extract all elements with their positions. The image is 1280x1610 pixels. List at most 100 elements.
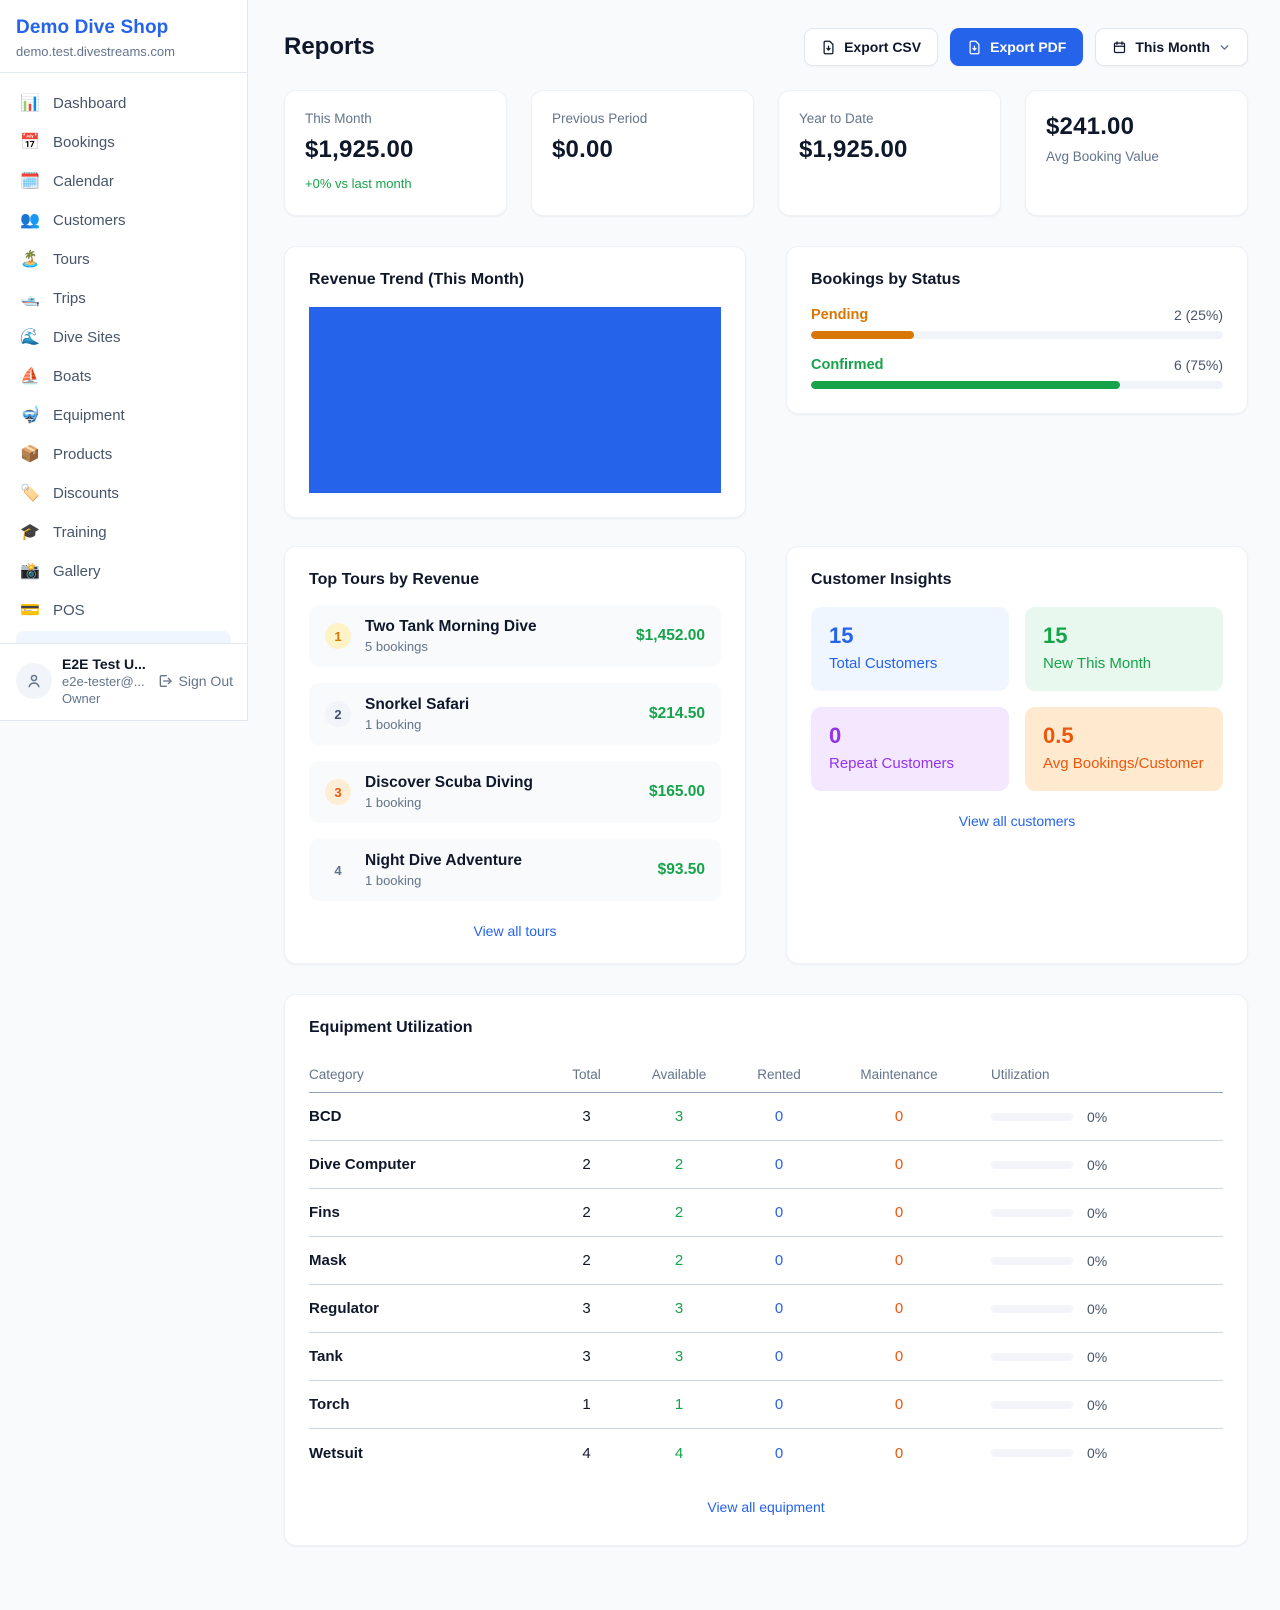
revenue-trend-title: Revenue Trend (This Month): [309, 271, 525, 288]
tour-row[interactable]: 3 Discover Scuba Diving 1 booking $165.0…: [309, 761, 721, 823]
insight-value: 15: [829, 623, 854, 648]
equipment-total: 4: [582, 1444, 591, 1462]
tour-revenue: $93.50: [657, 861, 705, 878]
table-row: Dive Computer 2 2 0 0 0%: [309, 1141, 1223, 1189]
sidebar-item-trips[interactable]: 🛥️ Trips: [8, 280, 239, 317]
sidebar-item-dashboard[interactable]: 📊 Dashboard: [8, 85, 239, 122]
revenue-trend-card: Revenue Trend (This Month): [284, 246, 746, 518]
tag-icon: 🏷️: [20, 484, 40, 502]
tour-row[interactable]: 4 Night Dive Adventure 1 booking $93.50: [309, 839, 721, 901]
sidebar-item-discounts[interactable]: 🏷️ Discounts: [8, 475, 239, 512]
sidebar-item-customers[interactable]: 👥 Customers: [8, 202, 239, 239]
equipment-rented: 0: [774, 1204, 784, 1221]
tour-revenue: $214.50: [648, 705, 705, 722]
user-role: Owner: [62, 691, 101, 706]
insight-tile-avg-bookings: 0.5 Avg Bookings/Customer: [1025, 707, 1223, 791]
equipment-maintenance: 0: [894, 1252, 904, 1269]
view-all-tours-link[interactable]: View all tours: [473, 923, 557, 939]
equipment-total: 2: [582, 1204, 591, 1221]
export-pdf-button[interactable]: Export PDF: [950, 28, 1084, 66]
sidebar-item-dive-sites[interactable]: 🌊 Dive Sites: [8, 319, 239, 356]
rank-badge: 4: [334, 862, 342, 878]
sidebar-item-label: Equipment: [53, 407, 125, 424]
equipment-utilization-card: Equipment Utilization Category Total Ava…: [284, 994, 1248, 1546]
table-row: Torch 1 1 0 0 0%: [309, 1381, 1223, 1429]
equipment-category: Mask: [309, 1252, 347, 1269]
tour-bookings: 1 booking: [365, 717, 422, 732]
top-tours-title: Top Tours by Revenue: [309, 571, 480, 588]
shop-name: Demo Dive Shop: [16, 17, 169, 38]
equipment-available: 2: [674, 1156, 684, 1173]
equipment-category: Fins: [309, 1204, 340, 1221]
sidebar-item-gallery[interactable]: 📸 Gallery: [8, 553, 239, 590]
tour-row[interactable]: 1 Two Tank Morning Dive 5 bookings $1,45…: [309, 605, 721, 667]
utilization-percent: 0%: [1087, 1156, 1108, 1173]
insight-label: New This Month: [1043, 655, 1152, 672]
status-count: 2 (25%): [1173, 307, 1223, 323]
utilization-bar: [991, 1256, 1073, 1265]
island-icon: 🏝️: [20, 250, 40, 268]
stat-card-year-to-date: Year to Date $1,925.00: [778, 90, 1001, 216]
stat-value: $1,925.00: [305, 136, 414, 163]
sign-out-button[interactable]: Sign Out: [157, 673, 233, 689]
sidebar-item-equipment[interactable]: 🤿 Equipment: [8, 397, 239, 434]
stat-card-this-month: This Month $1,925.00 +0% vs last month: [284, 90, 507, 216]
export-csv-button[interactable]: Export CSV: [804, 28, 939, 66]
equipment-rented: 0: [774, 1348, 784, 1365]
utilization-percent: 0%: [1087, 1204, 1108, 1221]
rank-badge: 3: [325, 779, 351, 805]
sidebar-item-bookings[interactable]: 📅 Bookings: [8, 124, 239, 161]
sidebar-item-label: Discounts: [53, 485, 119, 502]
table-row: Regulator 3 3 0 0 0%: [309, 1285, 1223, 1333]
column-header: Utilization: [991, 1067, 1050, 1082]
insight-label: Repeat Customers: [829, 755, 955, 772]
equipment-available: 4: [674, 1444, 684, 1462]
equipment-total: 2: [582, 1252, 591, 1269]
view-all-equipment-link[interactable]: View all equipment: [707, 1499, 825, 1515]
tour-revenue: $1,452.00: [636, 627, 705, 644]
file-download-icon: [823, 40, 834, 54]
view-all-customers-link[interactable]: View all customers: [958, 813, 1076, 829]
sidebar-item-label: Boats: [53, 368, 92, 385]
utilization-percent: 0%: [1087, 1396, 1108, 1413]
period-dropdown[interactable]: This Month: [1095, 28, 1248, 66]
insight-tile-total-customers: 15 Total Customers: [811, 607, 1009, 691]
column-header: Maintenance: [860, 1067, 938, 1082]
bookings-by-status-card: Bookings by Status Pending 2 (25%) Confi…: [786, 246, 1248, 414]
chevron-down-icon: [1220, 44, 1229, 50]
sidebar-item-products[interactable]: 📦 Products: [8, 436, 239, 473]
equipment-table: Category Total Available Rented Maintena…: [309, 1057, 1223, 1477]
tour-revenue: $165.00: [648, 783, 705, 800]
insight-label: Total Customers: [829, 655, 938, 672]
tour-row[interactable]: 2 Snorkel Safari 1 booking $214.50: [309, 683, 721, 745]
stat-value: $1,925.00: [799, 136, 908, 163]
users-icon: 👥: [20, 211, 40, 229]
utilization-percent: 0%: [1087, 1445, 1108, 1461]
bar-chart-icon: 📊: [20, 94, 40, 112]
equipment-available: 2: [674, 1204, 684, 1221]
package-icon: 📦: [20, 445, 40, 463]
insight-tile-new-this-month: 15 New This Month: [1025, 607, 1223, 691]
table-row: Fins 2 2 0 0 0%: [309, 1189, 1223, 1237]
status-count: 6 (75%): [1173, 357, 1223, 373]
table-row: Wetsuit 4 4 0 0 0%: [309, 1429, 1223, 1477]
user-section: E2E Test U... e2e-tester@... Owner Sign …: [0, 643, 247, 720]
sidebar-item-pos[interactable]: 💳 POS: [8, 592, 239, 629]
sidebar-item-label: Customers: [53, 212, 126, 229]
sidebar-item-calendar[interactable]: 🗓️ Calendar: [8, 163, 239, 200]
equipment-maintenance: 0: [894, 1396, 904, 1413]
equipment-table-header: Category Total Available Rented Maintena…: [309, 1057, 1223, 1093]
sidebar-item-tours[interactable]: 🏝️ Tours: [8, 241, 239, 278]
customer-insights-card: Customer Insights 15 Total Customers 15 …: [786, 546, 1248, 964]
confirmed-bar-track: [811, 381, 1223, 389]
sidebar-item-boats[interactable]: ⛵ Boats: [8, 358, 239, 395]
sidebar-active-item-partial[interactable]: [16, 631, 231, 643]
sidebar-item-training[interactable]: 🎓 Training: [8, 514, 239, 551]
sidebar-item-label: Trips: [53, 290, 86, 307]
tour-bookings: 1 booking: [365, 795, 422, 810]
equipment-category: BCD: [309, 1108, 342, 1125]
equipment-rented: 0: [774, 1156, 784, 1173]
stat-value: $0.00: [552, 136, 614, 163]
utilization-bar: [991, 1160, 1073, 1169]
person-icon: [28, 674, 40, 688]
